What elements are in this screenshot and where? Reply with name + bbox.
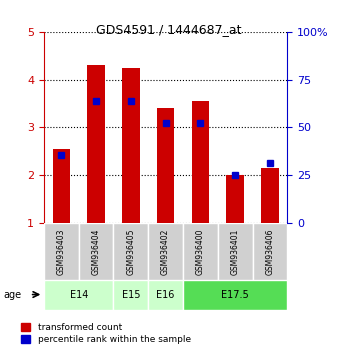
Bar [192,101,209,223]
Bar [114,280,148,310]
Bar [122,68,140,223]
Text: E14: E14 [70,290,88,300]
Text: E16: E16 [156,290,175,300]
Bar [252,223,287,280]
Text: E17.5: E17.5 [221,290,249,300]
Bar [88,65,105,223]
Bar [53,149,70,223]
Bar [218,223,252,280]
Text: GDS4591 / 1444687_at: GDS4591 / 1444687_at [96,23,242,36]
Bar [183,280,287,310]
Bar [261,168,279,223]
Text: GSM936406: GSM936406 [265,228,274,275]
Text: GSM936404: GSM936404 [92,228,101,275]
Bar [183,223,218,280]
Bar [44,223,79,280]
Bar [157,108,174,223]
Text: GSM936400: GSM936400 [196,228,205,275]
Text: age: age [3,290,22,299]
Legend: transformed count, percentile rank within the sample: transformed count, percentile rank withi… [21,323,191,344]
Text: GSM936403: GSM936403 [57,228,66,275]
Text: GSM936402: GSM936402 [161,228,170,275]
Bar [44,280,114,310]
Text: E15: E15 [122,290,140,300]
Text: GSM936405: GSM936405 [126,228,135,275]
Bar [148,223,183,280]
Bar [226,175,244,223]
Bar [114,223,148,280]
Bar [79,223,114,280]
Text: GSM936401: GSM936401 [231,228,240,275]
Bar [148,280,183,310]
